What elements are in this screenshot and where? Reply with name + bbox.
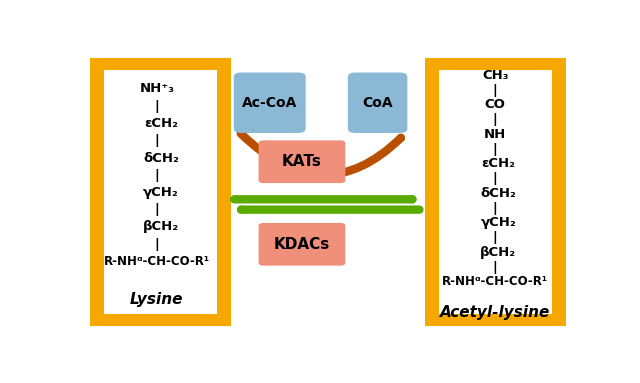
Text: |: | — [154, 100, 159, 113]
Text: R-NHᵅ-CH-CO-R¹: R-NHᵅ-CH-CO-R¹ — [442, 275, 548, 288]
Text: γCH₂: γCH₂ — [143, 186, 179, 199]
FancyBboxPatch shape — [90, 58, 231, 326]
Text: Ac-CoA: Ac-CoA — [242, 96, 298, 110]
Text: |: | — [493, 202, 497, 214]
Text: εCH₂: εCH₂ — [144, 117, 178, 130]
Text: CH₃: CH₃ — [482, 69, 508, 82]
Text: KATs: KATs — [282, 154, 322, 169]
FancyBboxPatch shape — [259, 223, 346, 266]
Text: γCH₂: γCH₂ — [480, 216, 516, 229]
Text: NH⁺₃: NH⁺₃ — [140, 82, 174, 95]
Text: Lysine: Lysine — [130, 292, 184, 307]
Text: |: | — [493, 231, 497, 244]
Text: βCH₂: βCH₂ — [143, 220, 179, 233]
Text: |: | — [154, 237, 159, 250]
FancyArrowPatch shape — [241, 133, 401, 175]
Text: |: | — [154, 134, 159, 147]
Text: |: | — [493, 113, 497, 126]
FancyBboxPatch shape — [348, 72, 408, 133]
Text: |: | — [154, 203, 159, 216]
Text: KDACs: KDACs — [274, 237, 330, 252]
FancyBboxPatch shape — [104, 70, 218, 314]
FancyBboxPatch shape — [425, 58, 566, 326]
Text: NH: NH — [484, 128, 506, 141]
Text: |: | — [154, 169, 159, 182]
Text: |: | — [493, 261, 497, 273]
Text: δCH₂: δCH₂ — [143, 152, 179, 165]
Text: R-NHᵅ-CH-CO-R¹: R-NHᵅ-CH-CO-R¹ — [104, 255, 210, 268]
Text: δCH₂: δCH₂ — [480, 187, 516, 200]
Text: βCH₂: βCH₂ — [480, 246, 516, 259]
Text: CoA: CoA — [362, 96, 393, 110]
FancyBboxPatch shape — [438, 70, 552, 314]
Text: |: | — [493, 84, 497, 97]
Text: CO: CO — [484, 98, 506, 111]
FancyBboxPatch shape — [234, 72, 306, 133]
Text: Acetyl-lysine: Acetyl-lysine — [440, 305, 550, 320]
Text: εCH₂: εCH₂ — [481, 157, 515, 170]
Text: |: | — [493, 143, 497, 155]
Text: |: | — [493, 172, 497, 185]
FancyBboxPatch shape — [259, 140, 346, 183]
